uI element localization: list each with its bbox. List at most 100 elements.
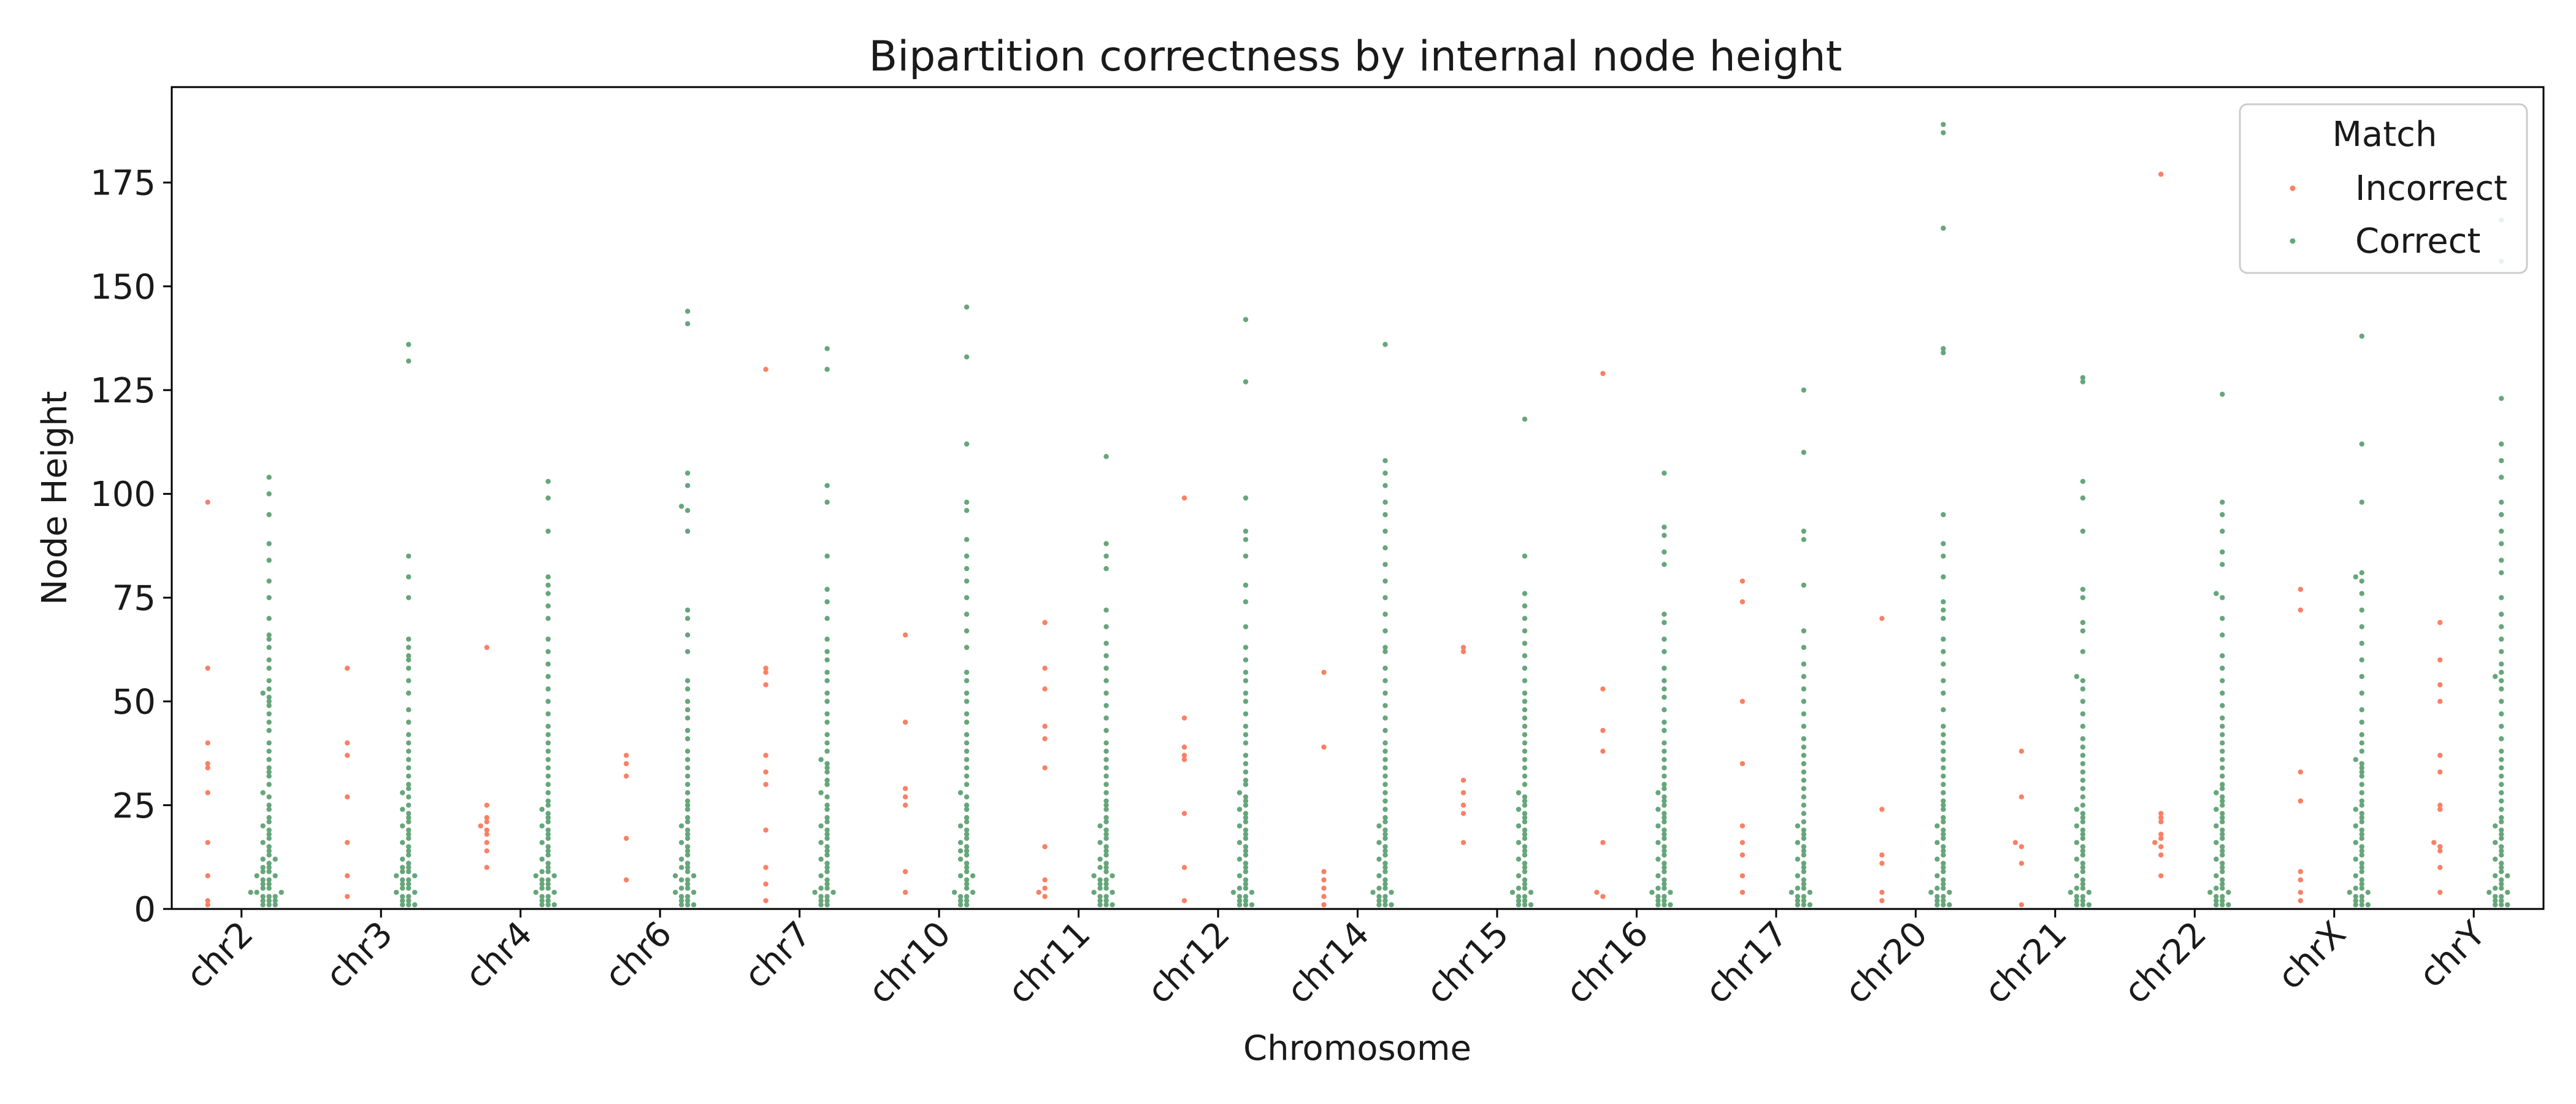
correct-point-chr12: [1243, 902, 1249, 908]
incorrect-point-chr11: [1042, 765, 1048, 771]
correct-point-chr15: [1522, 819, 1528, 825]
correct-point-chr4: [539, 877, 545, 883]
incorrect-point-chr2: [205, 665, 210, 671]
correct-point-chr6: [684, 781, 691, 788]
incorrect-point-chr12: [1181, 753, 1187, 758]
plot-area: [171, 86, 2545, 910]
correct-point-chr11: [1097, 840, 1103, 845]
correct-point-chr15: [1522, 416, 1528, 422]
correct-point-chr12: [1243, 699, 1249, 704]
correct-point-chr11: [1110, 873, 1115, 879]
correct-point-chr20: [1941, 661, 1946, 667]
correct-point-chr12: [1243, 761, 1249, 767]
correct-point-chr16: [1662, 740, 1667, 746]
incorrect-point-chr20: [1879, 807, 1885, 812]
correct-point-chr15: [1516, 894, 1522, 899]
correct-point-chr20: [1941, 877, 1946, 883]
correct-point-chr17: [1795, 823, 1801, 829]
correct-point-chr6: [678, 898, 684, 903]
correct-point-chr11: [1103, 848, 1109, 854]
correct-point-chr3: [394, 889, 399, 895]
incorrect-point-chr11: [1042, 877, 1048, 883]
correct-point-chr6: [684, 798, 691, 804]
legend-box: [2239, 103, 2528, 274]
incorrect-point-chr4: [484, 840, 489, 845]
correct-point-chr16: [1662, 868, 1667, 875]
correct-point-chr7: [824, 861, 830, 866]
correct-point-chrX: [2353, 807, 2358, 812]
correct-point-chrY: [2493, 856, 2498, 862]
correct-point-chr12: [1243, 624, 1249, 629]
correct-point-chr22: [2220, 781, 2225, 788]
correct-point-chrY: [2499, 499, 2504, 505]
correct-point-chrX: [2359, 819, 2364, 825]
incorrect-point-chr20: [1879, 861, 1885, 866]
x-tick-label-chr14: chr14: [1279, 914, 1377, 1011]
correct-point-chr14: [1382, 562, 1388, 567]
incorrect-point-chr7: [763, 827, 769, 833]
correct-point-chr4: [545, 835, 551, 841]
correct-point-chr17: [1795, 894, 1801, 899]
correct-point-chr16: [1662, 852, 1667, 858]
correct-point-chr22: [2214, 873, 2219, 879]
correct-point-chr10: [964, 595, 970, 600]
correct-point-chr17: [1801, 724, 1807, 729]
correct-point-chr22: [2220, 898, 2225, 903]
correct-point-chr4: [539, 840, 545, 845]
correct-point-chr3: [406, 574, 412, 580]
incorrect-point-chr6: [623, 753, 629, 758]
correct-point-chr14: [1370, 889, 1376, 895]
y-tick-label: 175: [90, 164, 156, 204]
correct-point-chr10: [964, 757, 970, 762]
correct-point-chrX: [2353, 840, 2358, 845]
correct-point-chr6: [691, 902, 697, 908]
correct-point-chr10: [970, 873, 976, 879]
correct-point-chr22: [2220, 865, 2225, 870]
legend-label-correct: Correct: [2355, 221, 2480, 261]
correct-point-chr21: [2080, 528, 2086, 534]
incorrect-point-chr4: [478, 823, 483, 829]
correct-point-chr10: [964, 678, 970, 684]
correct-point-chr10: [964, 553, 970, 559]
correct-point-chrY: [2499, 848, 2504, 854]
correct-point-chr20: [1941, 868, 1946, 875]
correct-point-chrY: [2499, 757, 2504, 762]
correct-point-chr14: [1389, 902, 1394, 908]
incorrect-point-chr14: [1321, 744, 1327, 750]
correct-point-chr7: [824, 740, 830, 746]
correct-point-chr20: [1934, 856, 1940, 862]
correct-point-chrX: [2359, 607, 2364, 613]
correct-point-chr17: [1801, 744, 1807, 750]
correct-point-chr14: [1382, 832, 1388, 837]
incorrect-point-chr12: [1181, 495, 1187, 501]
incorrect-point-chr16: [1600, 727, 1606, 734]
incorrect-point-chr2: [205, 761, 210, 767]
correct-point-chr2: [266, 711, 272, 717]
correct-point-chr11: [1103, 740, 1109, 746]
correct-point-chr2: [266, 558, 272, 563]
correct-point-chr16: [1662, 848, 1667, 854]
correct-point-chr11: [1103, 727, 1109, 734]
correct-point-chr17: [1795, 886, 1801, 891]
correct-point-chr4: [539, 881, 545, 887]
correct-point-chr2: [266, 781, 272, 788]
correct-point-chrX: [2365, 902, 2371, 908]
correct-point-chr14: [1382, 865, 1388, 870]
correct-point-chr4: [545, 881, 551, 887]
correct-point-chrY: [2499, 396, 2504, 401]
correct-point-chr3: [406, 898, 412, 903]
correct-point-chr10: [964, 807, 970, 812]
incorrect-point-chr14: [1321, 886, 1327, 891]
incorrect-point-chr11: [1042, 724, 1048, 729]
correct-point-chr14: [1382, 678, 1388, 684]
correct-point-chr15: [1516, 790, 1522, 795]
incorrect-point-chr3: [345, 753, 350, 758]
legend: Match Incorrect Correct: [2239, 103, 2528, 274]
correct-point-chr21: [2080, 628, 2086, 634]
correct-point-chr7: [824, 902, 830, 908]
correct-point-chr4: [545, 528, 551, 534]
x-tick-label-chr15: chr15: [1419, 914, 1516, 1011]
correct-point-chr3: [412, 889, 418, 895]
correct-point-chr6: [684, 898, 691, 903]
correct-point-chr20: [1941, 881, 1946, 887]
